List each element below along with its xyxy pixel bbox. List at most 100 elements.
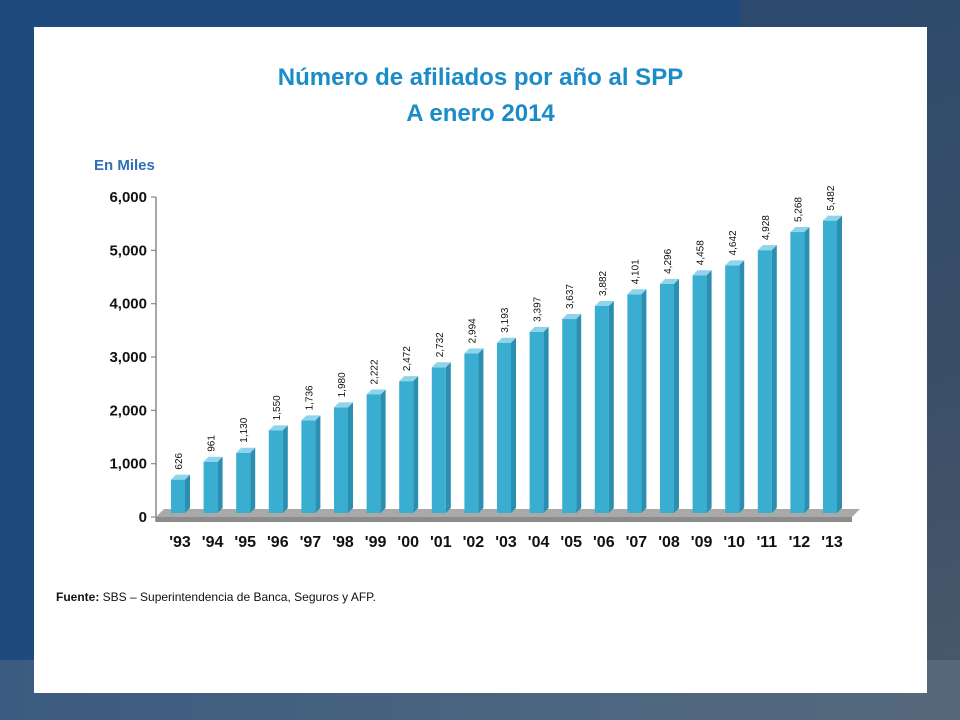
bar-side (282, 425, 288, 513)
bar-side (380, 389, 386, 513)
bar-side (608, 300, 614, 513)
bar-top (268, 425, 288, 431)
bar-side (413, 376, 419, 513)
bar-side (315, 415, 321, 513)
x-tick-label: '09 (691, 534, 713, 551)
chart-title: Número de afiliados por año al SPP (277, 64, 684, 91)
data-label: 1,736 (304, 385, 315, 410)
bar-top (334, 402, 353, 408)
bar-side (511, 337, 516, 513)
data-label: 1,980 (337, 372, 348, 397)
x-tick-label: '94 (202, 534, 224, 551)
bar-top (464, 348, 484, 354)
x-tick-label: '03 (495, 534, 517, 551)
bar-side (250, 447, 256, 513)
bar-side (739, 260, 745, 513)
data-label: 3,637 (565, 284, 576, 309)
bar (236, 452, 251, 513)
data-label: 2,732 (435, 332, 446, 357)
bar-side (641, 289, 647, 513)
bar (594, 305, 609, 513)
units-label: En Miles (94, 157, 155, 174)
bar-top (725, 260, 745, 266)
x-tick-label: '93 (169, 534, 191, 551)
bar (399, 381, 414, 513)
x-tick-label: '04 (528, 534, 550, 551)
bar-side (576, 314, 582, 513)
bar-top (431, 362, 451, 368)
x-tick-label: '06 (593, 534, 615, 551)
x-tick-label: '13 (821, 534, 843, 551)
x-tick-label: '95 (234, 534, 256, 551)
x-tick-label: '00 (397, 534, 419, 551)
data-label: 3,397 (533, 296, 544, 321)
bar-side (445, 362, 451, 513)
bar-side (478, 348, 484, 513)
bar-top (757, 245, 777, 251)
bar (823, 220, 837, 514)
data-label: 4,928 (761, 215, 772, 240)
slide-canvas: Número de afiliados por año al SPP A ene… (34, 27, 927, 693)
bar (431, 367, 446, 513)
bar-top (203, 456, 223, 462)
data-label: 4,296 (663, 248, 674, 273)
bar-side (771, 245, 777, 513)
data-label: 3,193 (500, 307, 511, 332)
x-tick-label: '97 (300, 534, 322, 551)
data-label: 4,101 (630, 259, 641, 284)
x-tick-label: '10 (723, 534, 745, 551)
bar (171, 479, 185, 513)
bar-top (301, 415, 321, 421)
bar (627, 294, 642, 513)
bar (334, 407, 348, 513)
x-tick-label: '96 (267, 534, 289, 551)
y-tick-label: 3,000 (109, 349, 147, 366)
y-tick-label: 4,000 (109, 296, 147, 313)
data-label: 5,268 (793, 197, 804, 222)
bar-side (674, 278, 679, 513)
bar-side (804, 227, 810, 514)
bar-side (543, 326, 549, 513)
x-tick-label: '05 (560, 534, 582, 551)
bar (464, 353, 479, 513)
bar-chart: 0 1,000 2,000 3,000 4,000 5,000 6,000 626 '93 961… (109, 185, 860, 551)
data-label: 961 (207, 435, 218, 452)
bar-top (366, 389, 386, 395)
data-label: 1,550 (272, 395, 283, 420)
data-label: 3,882 (598, 270, 609, 295)
y-tick-label: 1,000 (109, 456, 147, 473)
x-tick-label: '02 (463, 534, 485, 551)
data-label: 626 (174, 452, 185, 469)
data-label: 4,458 (696, 240, 707, 265)
bar-side (837, 215, 842, 514)
bar (757, 250, 772, 513)
bar-top (660, 278, 679, 284)
bar-top (497, 337, 516, 343)
bar-top (692, 270, 712, 276)
bar-side (217, 456, 223, 513)
data-label: 2,472 (402, 346, 413, 371)
bar (790, 232, 805, 514)
x-tick-label: '98 (332, 534, 354, 551)
bar-top (399, 376, 419, 382)
data-label: 2,994 (467, 318, 478, 343)
bar (660, 283, 674, 513)
bar (301, 420, 316, 513)
y-tick-label: 5,000 (109, 242, 147, 259)
y-tick-label: 6,000 (109, 189, 147, 206)
bar (562, 319, 577, 513)
bar-top (236, 447, 256, 453)
bar-top (790, 227, 810, 233)
y-tick-label: 0 (139, 509, 147, 526)
bar-side (185, 474, 190, 513)
x-tick-label: '08 (658, 534, 680, 551)
bar-top (562, 314, 582, 320)
chart-floor-front (156, 517, 852, 522)
data-label: 4,642 (728, 230, 739, 255)
x-tick-label: '99 (365, 534, 387, 551)
source-text: SBS – Superintendencia de Banca, Seguros… (99, 590, 376, 604)
bar (366, 394, 381, 513)
source-note: Fuente: SBS – Superintendencia de Banca,… (56, 590, 376, 604)
x-tick-label: '07 (626, 534, 648, 551)
x-tick-label: '11 (756, 534, 777, 551)
